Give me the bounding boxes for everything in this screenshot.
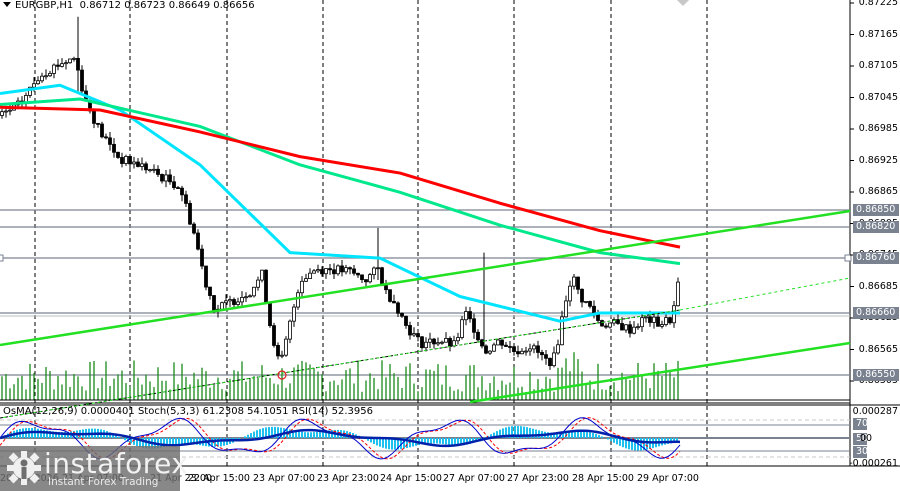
level-70-tag: 70 — [853, 418, 868, 430]
price-axis-label: 0.86565 — [858, 343, 898, 355]
price-axis-label: 0.86985 — [858, 123, 898, 134]
time-axis-label: 22 Apr 15:00 — [188, 473, 250, 484]
level-30-tag: 30 — [853, 446, 868, 458]
gear-icon — [7, 451, 41, 485]
time-axis-label: 21 Apr 23:00 — [150, 473, 212, 484]
level-50-tag: 50 — [853, 433, 868, 445]
price-axis-label: 0.86685 — [858, 280, 898, 292]
price-axis-label: 0.87225 — [858, 0, 898, 8]
price-level-tag: 0.86550 — [853, 369, 899, 381]
indicator-zero-label: 00 — [859, 433, 872, 444]
instaforex-logo: instaforex Instant Forex Trading — [0, 446, 188, 491]
time-axis-label: 28 Apr 15:00 — [572, 473, 634, 484]
indicator-axis-bottom: -0.000261 — [849, 458, 898, 469]
chart-header: EURGBP,H1 0.86712 0.86723 0.86649 0.8665… — [0, 0, 255, 14]
time-axis-label: 27 Apr 23:00 — [507, 473, 569, 484]
time-axis-label: 27 Apr 07:00 — [443, 473, 505, 484]
price-axis-label: 0.87165 — [858, 28, 898, 40]
price-axis-label: 0.87045 — [858, 91, 898, 103]
time-axis-label: 29 Apr 07:00 — [637, 473, 699, 484]
indicator-axis-top: 0.000287 — [852, 406, 898, 417]
ohlc-values: 0.86712 0.86723 0.86649 0.86656 — [79, 0, 255, 11]
price-level-tag: 0.86850 — [853, 204, 899, 216]
price-level-tag: 0.86660 — [853, 307, 899, 319]
time-axis-label: 23 Apr 07:00 — [253, 473, 315, 484]
symbol-label: EURGBP,H1 — [15, 0, 74, 11]
indicator-header: OsMA(12,26,9) 0.0000401 Stoch(5,3,3) 61.… — [3, 406, 373, 417]
price-axis-label: 0.86925 — [858, 154, 898, 166]
logo-tagline: Instant Forex Trading — [48, 476, 159, 488]
dropdown-triangle-icon[interactable] — [3, 2, 11, 7]
price-level-tag: 0.86820 — [853, 221, 899, 233]
logo-brand-text: instaforex — [44, 447, 189, 480]
time-axis-label: 24 Apr 15:00 — [380, 473, 442, 484]
price-axis-label: 0.87105 — [858, 60, 898, 71]
price-level-tag: 0.86760 — [853, 252, 899, 264]
time-axis-label: 23 Apr 23:00 — [317, 473, 379, 484]
price-axis-label: 0.86865 — [858, 186, 898, 197]
